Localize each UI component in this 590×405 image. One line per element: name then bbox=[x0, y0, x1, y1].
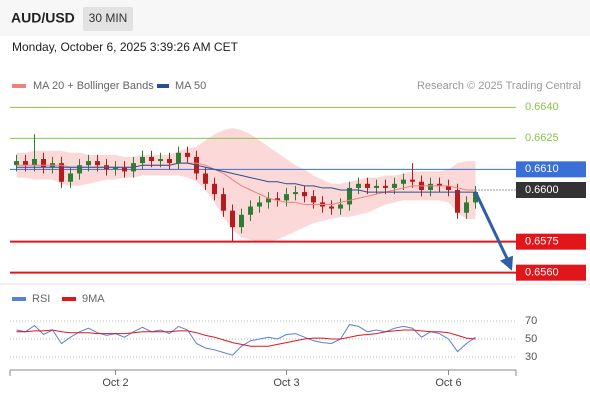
candle-body bbox=[239, 214, 244, 228]
candle-body bbox=[230, 210, 235, 228]
level-label: 0.6625 bbox=[525, 132, 559, 144]
candle-body bbox=[77, 165, 82, 174]
candle-body bbox=[473, 192, 478, 203]
candle-body bbox=[212, 183, 217, 195]
candle-body bbox=[392, 183, 397, 188]
candle-body bbox=[428, 183, 433, 190]
candle-body bbox=[302, 192, 307, 197]
indicator-line bbox=[16, 329, 476, 347]
level-badge bbox=[516, 233, 586, 250]
y-tick-label: 30 bbox=[525, 351, 537, 363]
candle-body bbox=[338, 204, 343, 209]
moving-average bbox=[16, 162, 476, 193]
candle-body bbox=[59, 163, 64, 182]
legend-label: MA 20 + Bollinger Bands bbox=[33, 80, 154, 92]
candle-body bbox=[257, 202, 262, 207]
candle-body bbox=[167, 159, 172, 164]
legend-label: MA 50 bbox=[175, 80, 206, 92]
level-badge bbox=[516, 264, 586, 281]
candle-body bbox=[266, 198, 271, 203]
indicator-line bbox=[16, 324, 476, 356]
candle-body bbox=[221, 194, 226, 211]
interval[interactable]: 30 MIN bbox=[89, 11, 128, 25]
candle-body bbox=[23, 161, 28, 166]
candle-body bbox=[86, 161, 91, 166]
candle-body bbox=[284, 194, 289, 201]
candle-body bbox=[14, 161, 19, 166]
candle-body bbox=[248, 206, 253, 215]
level-label: 0.6575 bbox=[525, 236, 559, 248]
candle-body bbox=[185, 152, 190, 157]
legend-swatch bbox=[62, 297, 76, 301]
y-tick-label: 50 bbox=[525, 333, 537, 345]
forecast-arrow bbox=[474, 191, 511, 264]
interval-badge[interactable] bbox=[83, 7, 133, 31]
candle-body bbox=[356, 183, 361, 188]
candle-body bbox=[149, 156, 154, 162]
candle-body bbox=[293, 192, 298, 195]
bollinger-band bbox=[16, 128, 476, 242]
candle-body bbox=[140, 156, 145, 164]
candle-body bbox=[311, 196, 316, 203]
candle-body bbox=[464, 202, 469, 213]
candle-body bbox=[113, 167, 118, 170]
x-tick-label: Oct 6 bbox=[435, 377, 461, 389]
candle-body bbox=[410, 179, 415, 182]
legend-swatch bbox=[157, 84, 169, 88]
legend-label: 9MA bbox=[82, 293, 105, 305]
candle-body bbox=[95, 161, 100, 166]
x-tick-label: Oct 2 bbox=[102, 377, 128, 389]
candle-body bbox=[32, 159, 37, 166]
symbol: AUD/USD bbox=[11, 10, 75, 26]
legend-swatch bbox=[12, 297, 26, 301]
candle-body bbox=[374, 185, 379, 188]
credit: Research © 2025 Trading Central bbox=[417, 80, 581, 92]
candle-body bbox=[455, 190, 460, 213]
level-badge bbox=[516, 182, 586, 198]
candle-body bbox=[365, 183, 370, 188]
candle-body bbox=[68, 173, 73, 182]
level-label: 0.6600 bbox=[525, 184, 559, 196]
candle-body bbox=[437, 183, 442, 186]
x-tick-label: Oct 3 bbox=[273, 377, 299, 389]
candle-body bbox=[158, 159, 163, 162]
candle-body bbox=[122, 167, 127, 172]
legend-swatch bbox=[12, 84, 26, 88]
y-tick-label: 70 bbox=[525, 315, 537, 327]
level-label: 0.6610 bbox=[525, 163, 559, 175]
legend-label: RSI bbox=[32, 293, 50, 305]
level-badge bbox=[516, 161, 586, 178]
forecast-arrowhead bbox=[500, 255, 513, 271]
candle-body bbox=[401, 179, 406, 184]
level-label: 0.6560 bbox=[525, 267, 559, 279]
candle-body bbox=[203, 173, 208, 184]
candle-body bbox=[446, 185, 451, 190]
candle-body bbox=[275, 198, 280, 201]
level-label: 0.6640 bbox=[525, 101, 559, 113]
candle-body bbox=[41, 159, 46, 168]
candle-body bbox=[176, 152, 181, 164]
candle-body bbox=[347, 187, 352, 205]
candle-body bbox=[383, 185, 388, 188]
timestamp: Monday, October 6, 2025 3:39:26 AM CET bbox=[12, 40, 239, 54]
candle-body bbox=[329, 206, 334, 209]
